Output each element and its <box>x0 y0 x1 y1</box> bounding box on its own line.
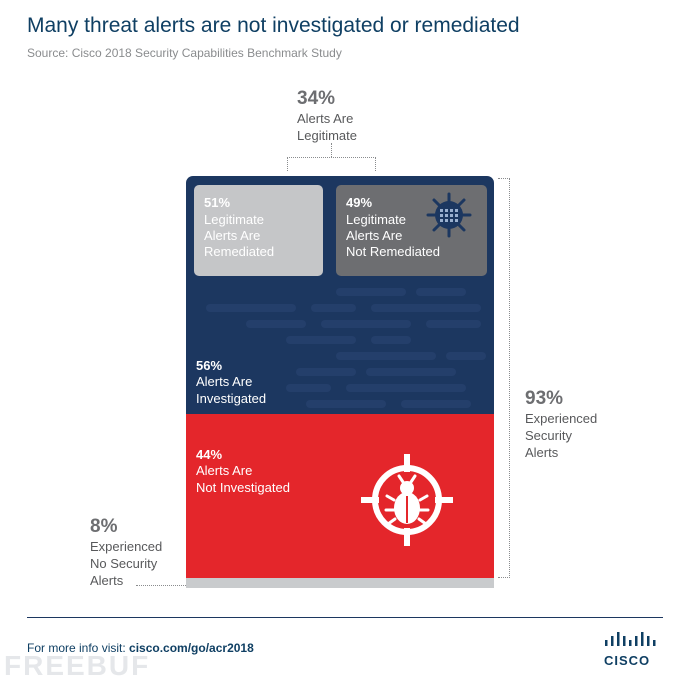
remediated-pct: 51% <box>204 195 231 210</box>
no-alerts-segment <box>186 578 494 588</box>
no-alerts-pct: 8% <box>90 516 118 537</box>
investigated-text: 56% Alerts Are Investigated <box>196 358 266 407</box>
not-investigated-text: 44% Alerts Are Not Investigated <box>196 447 290 496</box>
footer-text: For more info visit: cisco.com/go/acr201… <box>27 641 254 655</box>
cisco-bars-icon <box>605 632 656 646</box>
bug-target-icon <box>357 450 457 555</box>
not-investigated-pct: 44% <box>196 447 223 462</box>
experienced-callout: 93% Experienced Security Alerts <box>525 388 597 461</box>
footer-prefix: For more info visit: <box>27 641 130 655</box>
not-remediated-label: Legitimate Alerts Are Not Remediated <box>346 212 440 259</box>
investigated-pct: 56% <box>196 358 223 373</box>
virus-icon <box>426 192 472 243</box>
legitimate-pct: 34% <box>297 88 336 109</box>
no-alerts-label: Experienced No Security Alerts <box>90 539 163 588</box>
not-investigated-label: Alerts Are Not Investigated <box>196 463 290 495</box>
legitimate-bracket <box>287 157 376 171</box>
investigated-label: Alerts Are Investigated <box>196 374 267 406</box>
cisco-wordmark: CISCO <box>604 653 651 668</box>
cisco-logo: CISCO <box>604 632 662 668</box>
experienced-pct: 93% <box>525 388 564 409</box>
footer-divider <box>27 617 663 618</box>
remediated-box: 51% Legitimate Alerts Are Remediated <box>194 185 323 276</box>
remediated-label: Legitimate Alerts Are Remediated <box>204 212 275 259</box>
footer-link[interactable]: cisco.com/go/acr2018 <box>129 641 254 655</box>
not-investigated-segment: 44% Alerts Are Not Investigated <box>186 414 494 578</box>
no-alerts-callout: 8% Experienced No Security Alerts <box>90 516 162 589</box>
chart-source: Source: Cisco 2018 Security Capabilities… <box>27 46 342 60</box>
legitimate-label: Alerts Are Legitimate <box>297 111 357 143</box>
not-remediated-pct: 49% <box>346 195 373 210</box>
experienced-bracket <box>498 178 510 578</box>
no-alerts-leader <box>136 585 186 586</box>
chart-title: Many threat alerts are not investigated … <box>27 14 520 37</box>
legitimate-callout: 34% Alerts Are Legitimate <box>297 88 357 144</box>
legitimate-bracket-stem <box>331 143 332 157</box>
watermark: FREEBUF <box>4 650 151 681</box>
experienced-label: Experienced Security Alerts <box>525 411 598 460</box>
